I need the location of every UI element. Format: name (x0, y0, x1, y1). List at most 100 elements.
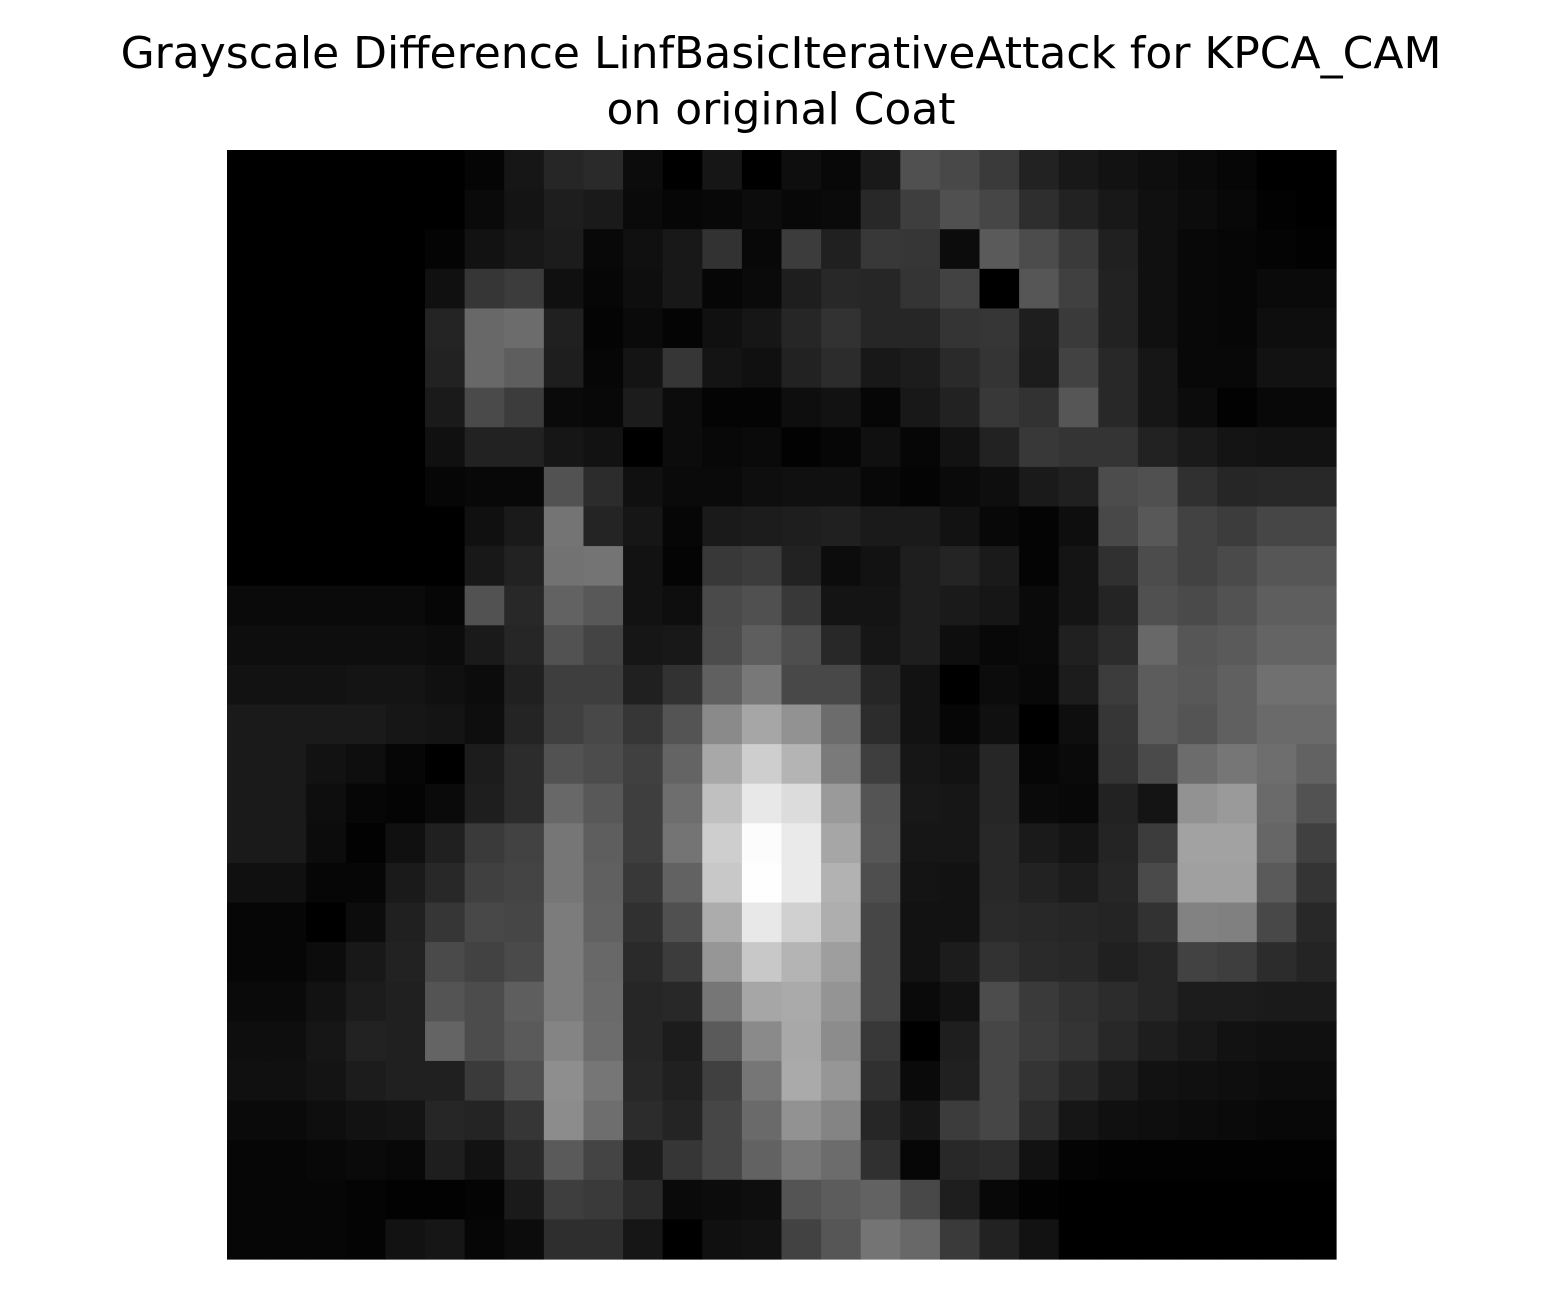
heatmap-cell (385, 1140, 426, 1181)
heatmap-cell (425, 189, 466, 230)
heatmap-cell (623, 150, 664, 191)
heatmap-cell (1137, 189, 1179, 230)
heatmap-cell (1137, 942, 1179, 983)
heatmap-cell (227, 1021, 268, 1062)
heatmap-cell (1098, 783, 1139, 824)
heatmap-cell (227, 387, 268, 428)
heatmap-cell (425, 1100, 466, 1141)
heatmap-cell (939, 1179, 981, 1220)
heatmap-cell (227, 783, 268, 824)
heatmap-cell (821, 1179, 862, 1220)
heatmap-cell (821, 150, 862, 191)
heatmap-cell (939, 744, 981, 785)
heatmap-cell (1019, 744, 1060, 785)
heatmap-cell (741, 466, 783, 508)
heatmap-cell (1296, 189, 1337, 230)
heatmap-cell (900, 902, 941, 943)
heatmap-cell (741, 942, 783, 983)
heatmap-cell (1256, 427, 1297, 468)
heatmap-cell (662, 427, 703, 468)
heatmap-cell (227, 348, 268, 389)
heatmap-cell (662, 387, 703, 428)
heatmap-cell (1177, 466, 1218, 508)
heatmap-cell (1019, 981, 1060, 1022)
heatmap-cell (1256, 823, 1297, 864)
heatmap-cell (543, 744, 585, 785)
heatmap-cell (1296, 466, 1337, 508)
heatmap-cell (464, 506, 505, 547)
heatmap-cell (741, 506, 783, 547)
heatmap-cell (662, 189, 703, 230)
heatmap-cell (623, 981, 664, 1022)
heatmap-cell (623, 427, 664, 468)
heatmap-cell (345, 387, 387, 428)
heatmap-cell (781, 1060, 822, 1102)
heatmap-cell (504, 585, 545, 626)
heatmap-cell (781, 466, 822, 508)
heatmap-cell (464, 466, 505, 508)
heatmap-cell (1098, 427, 1139, 468)
heatmap-cell (1217, 585, 1258, 626)
heatmap-cell (425, 1179, 466, 1220)
heatmap-cell (939, 625, 981, 666)
heatmap-cell (900, 189, 941, 230)
heatmap-cell (1256, 268, 1297, 310)
heatmap-cell (306, 744, 347, 785)
heatmap-cell (345, 823, 387, 864)
heatmap-cell (1098, 902, 1139, 943)
heatmap-cell (1296, 744, 1337, 785)
heatmap-cell (1256, 1060, 1297, 1102)
heatmap-cell (1217, 704, 1258, 745)
heatmap-cell (979, 625, 1020, 666)
heatmap-cell (345, 664, 387, 706)
heatmap-cell (464, 387, 505, 428)
heatmap-cell (464, 902, 505, 943)
heatmap-cell (385, 902, 426, 943)
heatmap-cell (1019, 783, 1060, 824)
heatmap-cell (821, 625, 862, 666)
heatmap-cell (1098, 546, 1139, 587)
heatmap-cell (1137, 387, 1179, 428)
heatmap-cell (1058, 981, 1099, 1022)
heatmap-cell (306, 546, 347, 587)
heatmap-cell (702, 268, 743, 310)
heatmap-cell (1058, 744, 1099, 785)
heatmap-cell (1058, 1140, 1099, 1181)
heatmap-cell (623, 348, 664, 389)
heatmap-cell (345, 229, 387, 270)
heatmap-cell (345, 981, 387, 1022)
heatmap-cell (1217, 981, 1258, 1022)
heatmap-cell (741, 1060, 783, 1102)
heatmap-cell (1058, 585, 1099, 626)
heatmap-cell (939, 585, 981, 626)
heatmap-cell (1098, 862, 1139, 904)
heatmap-cell (1098, 466, 1139, 508)
heatmap-cell (1177, 902, 1218, 943)
heatmap-cell (583, 308, 624, 349)
heatmap-cell (385, 823, 426, 864)
heatmap-cell (464, 1100, 505, 1141)
chart-title-line-2: on original Coat (606, 84, 955, 135)
heatmap-cell (227, 229, 268, 270)
heatmap-cell (1137, 625, 1179, 666)
heatmap-cell (1296, 981, 1337, 1022)
heatmap-cell (266, 308, 307, 349)
heatmap-cell (1058, 704, 1099, 745)
heatmap-cell (543, 1021, 585, 1062)
heatmap-cell (1217, 783, 1258, 824)
heatmap-cell (306, 189, 347, 230)
heatmap-cell (306, 981, 347, 1022)
heatmap-cell (900, 664, 941, 706)
heatmap-cell (1137, 902, 1179, 943)
heatmap-cell (1296, 823, 1337, 864)
heatmap-cell (662, 1021, 703, 1062)
heatmap-cell (979, 823, 1020, 864)
heatmap-cell (623, 506, 664, 547)
heatmap-cell (821, 387, 862, 428)
heatmap-cell (266, 546, 307, 587)
heatmap-cell (1296, 229, 1337, 270)
heatmap-cell (1177, 229, 1218, 270)
heatmap-cell (464, 1179, 505, 1220)
heatmap-cell (1058, 862, 1099, 904)
heatmap-cell (623, 1100, 664, 1141)
